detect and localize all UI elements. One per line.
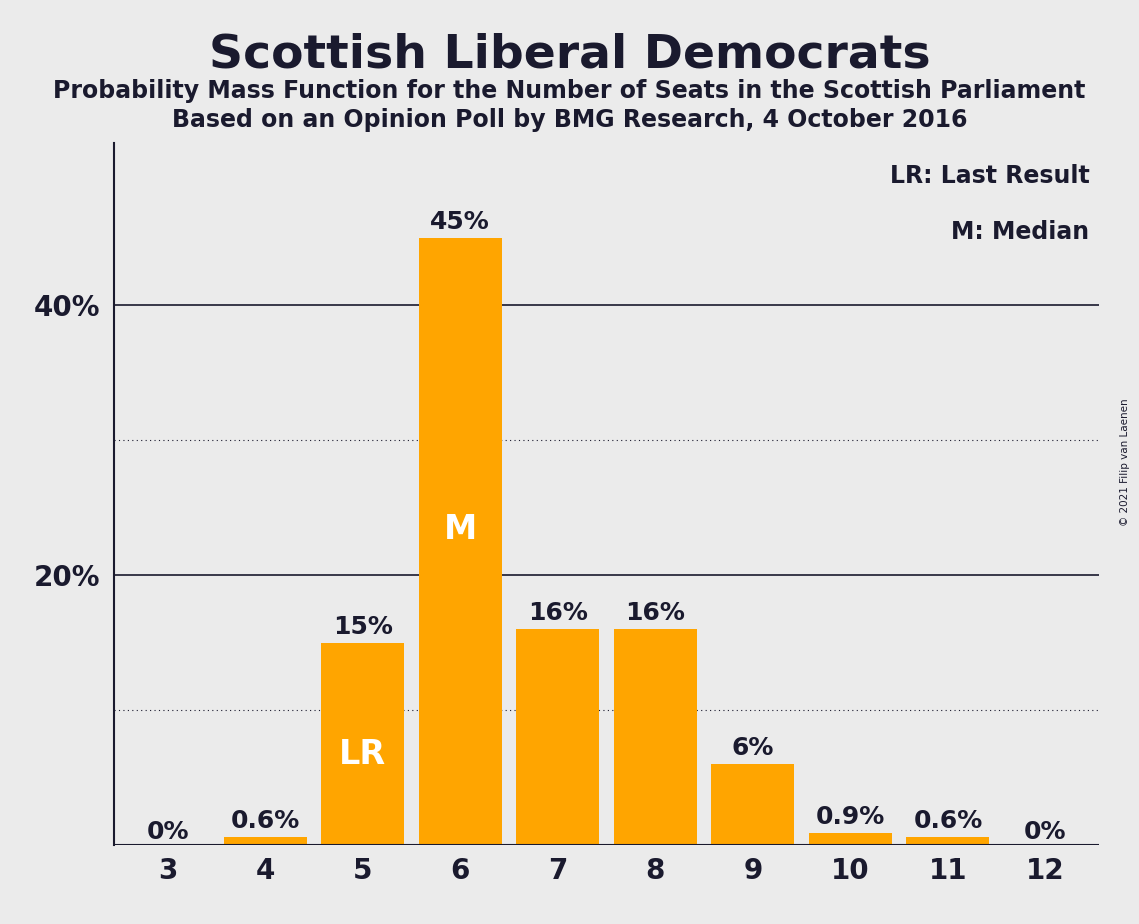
Bar — [907, 837, 990, 845]
Bar — [321, 643, 404, 845]
Text: 0.6%: 0.6% — [230, 809, 300, 833]
Text: 16%: 16% — [625, 602, 686, 626]
Text: 15%: 15% — [333, 614, 393, 638]
Text: 0.9%: 0.9% — [816, 805, 885, 829]
Text: Based on an Opinion Poll by BMG Research, 4 October 2016: Based on an Opinion Poll by BMG Research… — [172, 108, 967, 132]
Text: 45%: 45% — [431, 210, 490, 234]
Text: 0.6%: 0.6% — [913, 809, 983, 833]
Text: M: M — [443, 513, 477, 546]
Text: Scottish Liberal Democrats: Scottish Liberal Democrats — [208, 32, 931, 78]
Bar — [712, 764, 794, 845]
Text: © 2021 Filip van Laenen: © 2021 Filip van Laenen — [1121, 398, 1130, 526]
Bar — [614, 629, 697, 845]
Bar — [419, 237, 501, 845]
Bar — [516, 629, 599, 845]
Text: 0%: 0% — [146, 821, 189, 845]
Text: 0%: 0% — [1024, 821, 1067, 845]
Text: 16%: 16% — [527, 602, 588, 626]
Bar — [223, 837, 306, 845]
Bar — [809, 833, 892, 845]
Text: LR: LR — [339, 737, 386, 771]
Text: Probability Mass Function for the Number of Seats in the Scottish Parliament: Probability Mass Function for the Number… — [54, 79, 1085, 103]
Text: LR: Last Result: LR: Last Result — [890, 164, 1089, 188]
Text: M: Median: M: Median — [951, 221, 1089, 245]
Text: 6%: 6% — [731, 736, 775, 760]
